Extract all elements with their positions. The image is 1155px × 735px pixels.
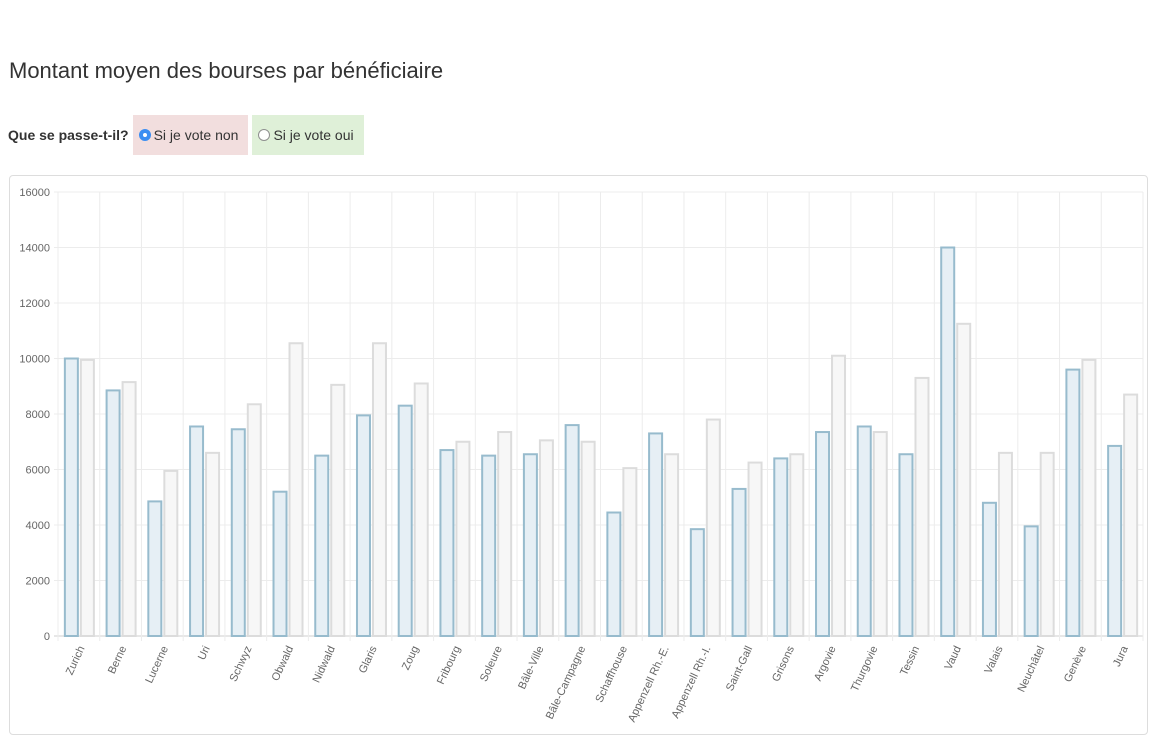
bar-vote-yes [747, 461, 763, 637]
x-tick-label: Berne [106, 644, 129, 676]
x-tick-label: Saint-Gall [724, 644, 755, 693]
y-tick-label: 10000 [19, 354, 50, 366]
bar-vote-yes [1039, 451, 1055, 637]
bar-vote-no [898, 453, 914, 637]
vote-yes-option[interactable]: Si je vote oui [252, 115, 364, 155]
bar-vote-yes [497, 431, 513, 637]
bar-vote-no [355, 414, 371, 637]
x-tick-label: Lucerne [143, 644, 171, 685]
y-tick-label: 12000 [19, 298, 50, 310]
bar-vote-no [689, 528, 705, 638]
bar-vote-yes [580, 440, 596, 637]
bar-vote-no [1065, 368, 1081, 637]
x-tick-label: Schwyz [228, 644, 255, 683]
bar-vote-no [1107, 444, 1123, 637]
bar-vote-yes [664, 453, 680, 637]
x-tick-label: Soleure [478, 644, 505, 683]
bar-chart: 0 2000 4000 6000 8000 10000 12000 14000 16000 Zur… [19, 187, 1144, 724]
chart-panel: 0 2000 4000 6000 8000 10000 12000 14000 16000 Zur… [9, 175, 1148, 735]
bar-vote-no [564, 424, 580, 637]
bar-vote-no [606, 511, 622, 638]
x-tick-label: Vaud [943, 644, 964, 672]
bar-vote-no [1023, 525, 1039, 638]
x-tick-label: Neuchâtel [1016, 644, 1048, 694]
bar-vote-yes [622, 467, 638, 637]
x-tick-label: Argovie [812, 644, 839, 683]
bar-vote-no [981, 501, 997, 637]
bar-vote-yes [1123, 393, 1139, 637]
x-tick-label: Fribourg [435, 644, 463, 686]
bar-vote-yes [330, 383, 346, 637]
y-tick-label: 0 [44, 631, 50, 643]
x-tick-label: Uri [196, 644, 213, 662]
y-tick-label: 14000 [19, 243, 50, 255]
x-tick-label: Valais [982, 644, 1005, 676]
vote-no-radio[interactable] [138, 129, 151, 141]
bar-vote-yes [705, 418, 721, 637]
bar-vote-yes [371, 342, 387, 638]
x-tick-label: Bâle-Ville [516, 644, 546, 691]
x-tick-label: Genève [1062, 644, 1089, 684]
x-tick-label: Appenzell Rh.-E. [626, 644, 672, 724]
bar-vote-no [815, 431, 831, 637]
x-tick-label: Tessin [898, 644, 922, 677]
bar-vote-no [105, 389, 121, 637]
bar-vote-no [189, 425, 205, 637]
bar-vote-yes [789, 453, 805, 637]
bar-vote-yes [413, 382, 429, 637]
bar-vote-yes [163, 469, 179, 638]
scenario-controls: Que se passe-t-il? Si je vote non Si je … [8, 115, 364, 155]
x-tick-label: Zoug [400, 644, 421, 672]
x-tick-label: Grisons [770, 644, 797, 684]
bar-vote-no [481, 454, 497, 637]
y-tick-label: 4000 [26, 520, 50, 532]
x-tick-label: Nidwald [311, 644, 338, 685]
bar-vote-no [940, 246, 956, 637]
bar-vote-yes [246, 403, 262, 637]
vote-yes-label: Si je vote oui [273, 127, 354, 143]
bar-vote-yes [121, 381, 137, 637]
bar-vote-yes [205, 451, 221, 637]
page-title: Montant moyen des bourses par bénéficiai… [9, 58, 444, 83]
bar-vote-yes [288, 342, 304, 638]
x-tick-label: Glaris [357, 644, 380, 676]
bar-vote-no [397, 404, 413, 637]
bar-vote-no [230, 428, 246, 637]
vote-no-label: Si je vote non [153, 127, 239, 143]
bar-vote-yes [538, 439, 554, 637]
x-tick-label: Schaffhouse [593, 644, 630, 704]
scenario-question: Que se passe-t-il? [8, 127, 129, 143]
y-tick-label: 16000 [19, 187, 50, 199]
bar-vote-no [147, 500, 163, 637]
bar-vote-yes [956, 322, 972, 637]
bar-vote-no [522, 453, 538, 637]
bar-vote-no [773, 457, 789, 637]
bar-vote-no [731, 487, 747, 637]
x-tick-label: Jura [1111, 643, 1131, 668]
x-tick-label: Zurich [64, 644, 88, 677]
x-tick-label: Appenzell Rh.-I. [670, 644, 714, 720]
y-tick-label: 2000 [26, 576, 50, 588]
bar-vote-no [439, 449, 455, 638]
bar-vote-yes [831, 354, 847, 637]
y-tick-label: 6000 [26, 465, 50, 477]
vote-no-option[interactable]: Si je vote non [132, 115, 249, 155]
bar-vote-no [314, 454, 330, 637]
bar-vote-yes [79, 358, 95, 637]
bar-vote-no [648, 432, 664, 637]
bar-vote-yes [455, 440, 471, 637]
bar-vote-no [63, 357, 79, 637]
bar-vote-yes [997, 451, 1013, 637]
x-tick-label: Obwald [270, 644, 297, 683]
x-tick-label: Thurgovie [849, 644, 881, 693]
bar-vote-no [272, 490, 288, 638]
bar-vote-yes [914, 376, 930, 638]
y-tick-label: 8000 [26, 409, 50, 421]
bar-vote-yes [1081, 358, 1097, 637]
bar-vote-no [856, 425, 872, 637]
vote-yes-radio[interactable] [258, 129, 271, 141]
bar-vote-yes [872, 431, 888, 637]
